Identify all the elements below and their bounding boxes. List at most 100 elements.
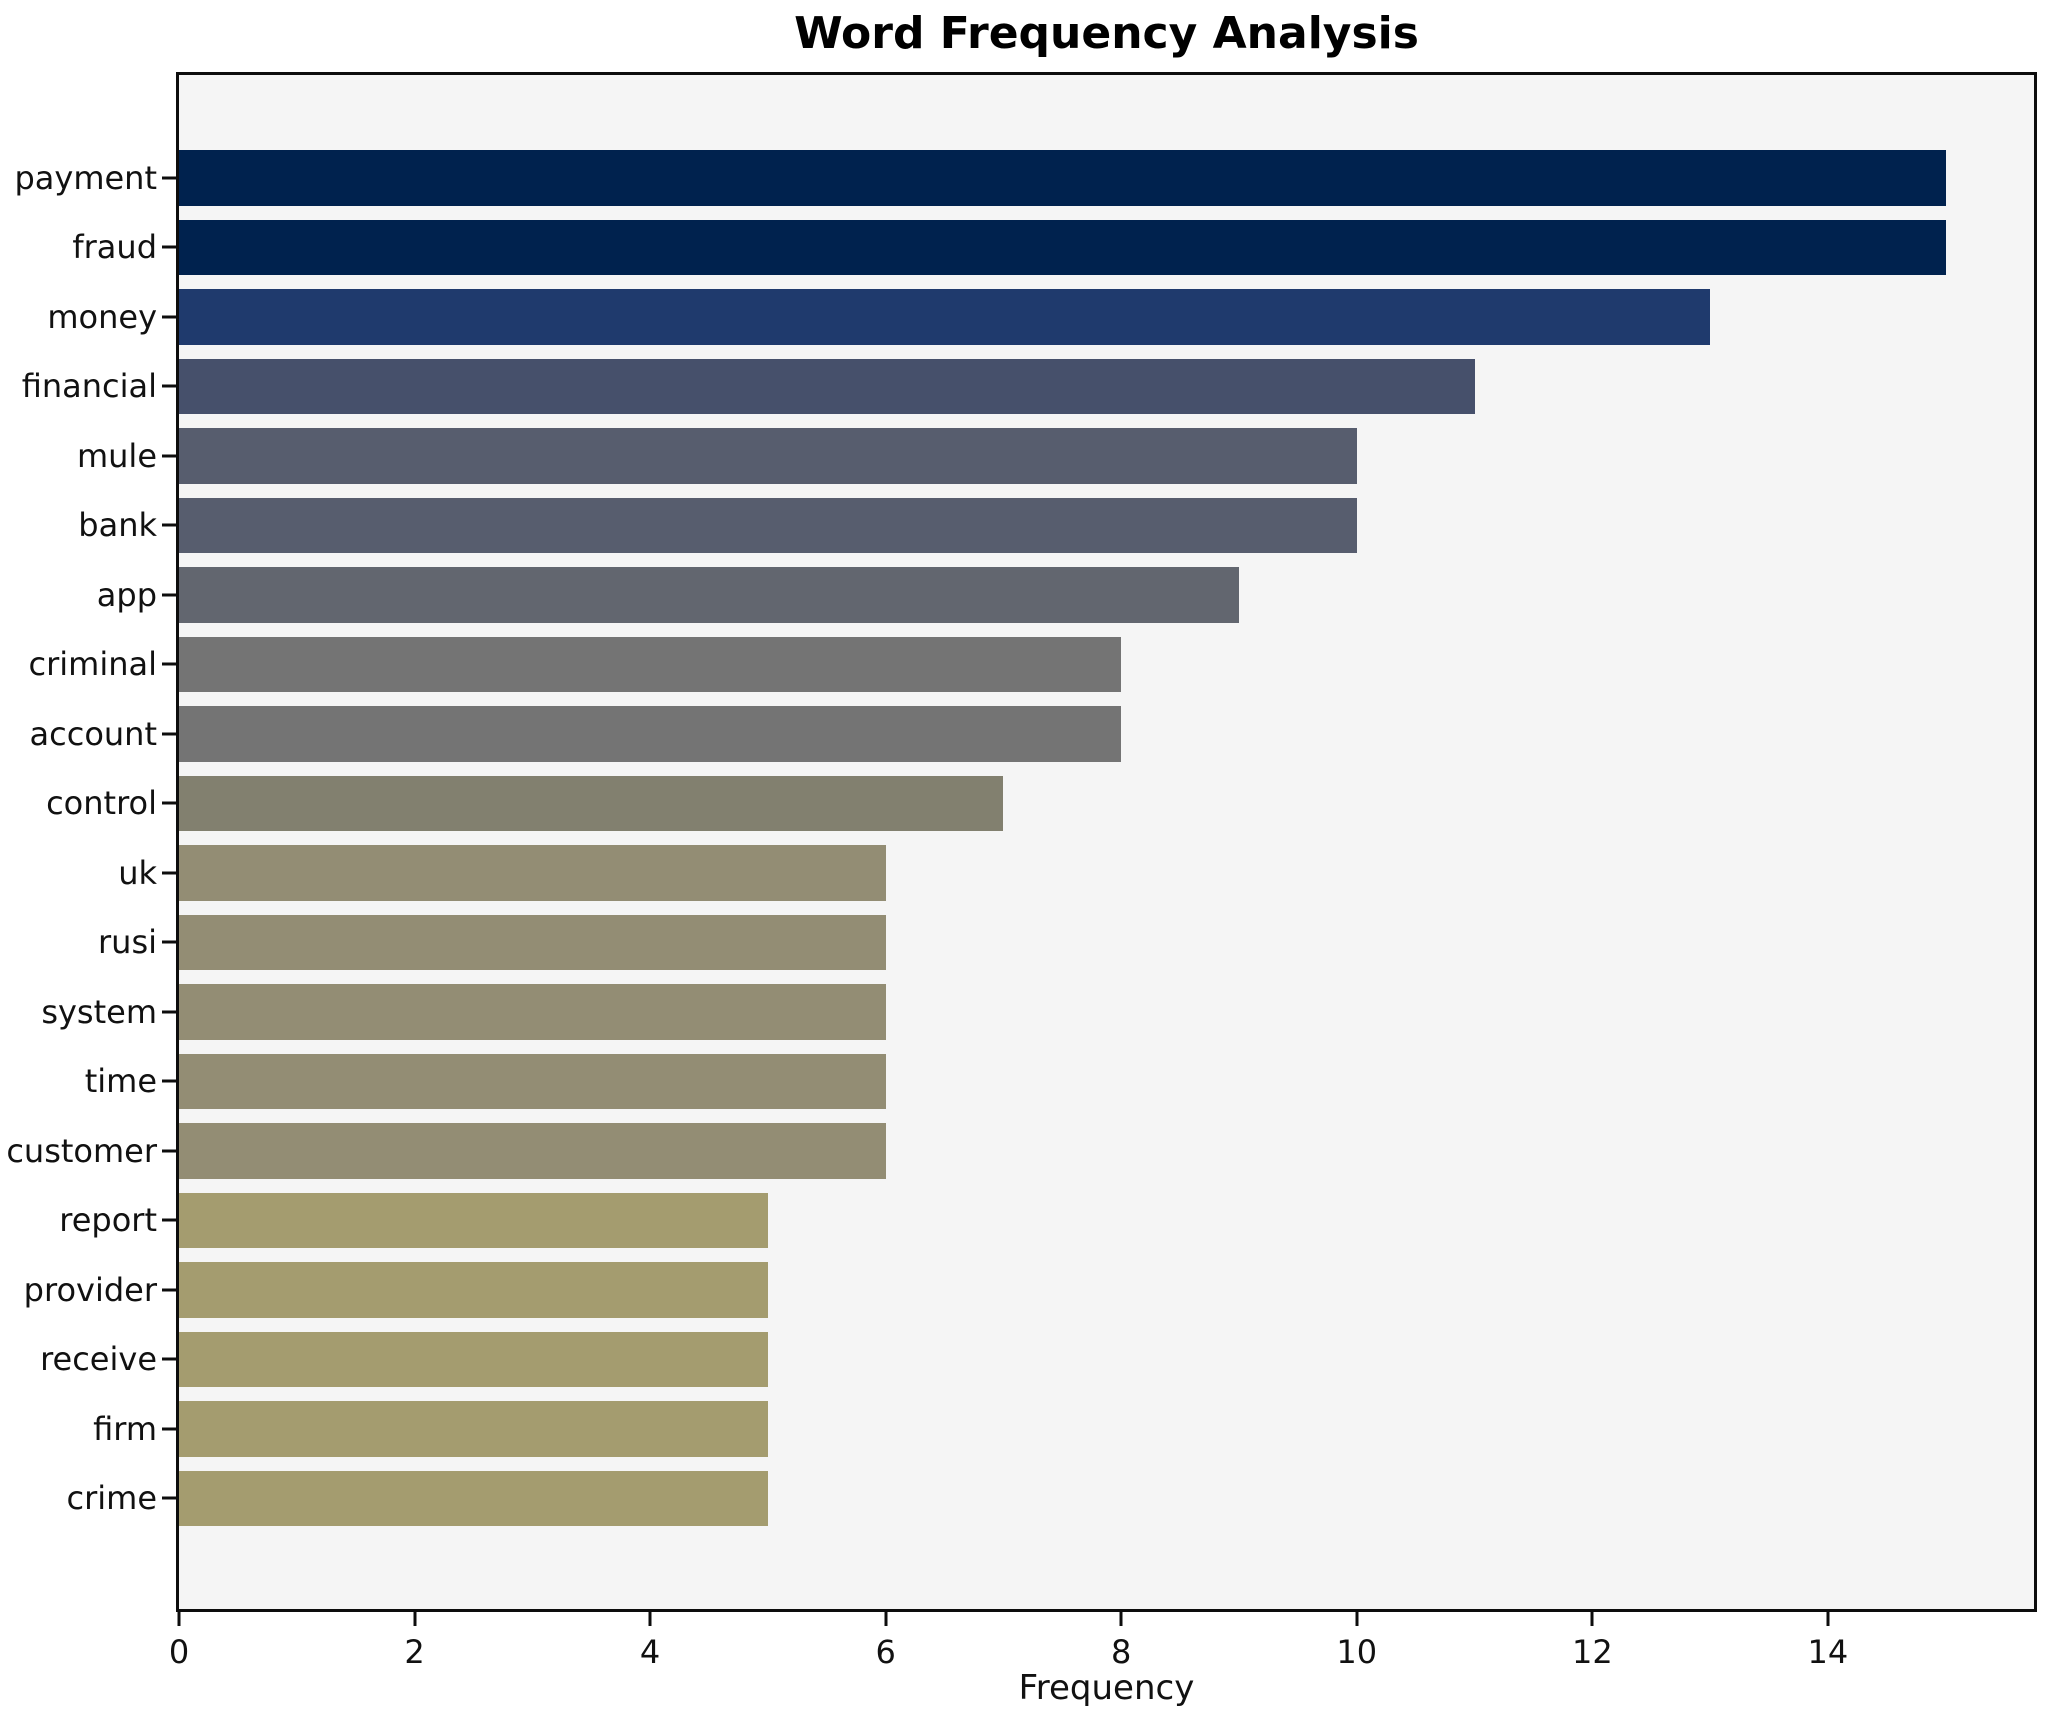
y-axis-label: account	[29, 714, 157, 753]
y-tick-mark	[162, 1357, 176, 1361]
y-axis-label: bank	[78, 506, 157, 545]
bar-row: money	[47, 282, 2034, 352]
y-tick-mark	[162, 593, 176, 597]
x-tick-label: 2	[404, 1633, 425, 1671]
y-axis-label: app	[96, 575, 157, 614]
y-tick-mark	[162, 176, 176, 180]
bar-app	[179, 567, 1239, 623]
chart-title: Word Frequency Analysis	[794, 8, 1419, 59]
x-axis-ticks: 0 2 4 6 8 10 12 14	[169, 75, 2034, 1671]
y-axis-label: control	[46, 784, 157, 823]
x-tick-label: 6	[875, 1633, 896, 1671]
bar-row: bank	[78, 491, 2034, 561]
bar-firm	[179, 1401, 768, 1457]
bar-row: app	[97, 560, 2034, 630]
bar-row: fraud	[72, 213, 2034, 283]
bar-uk	[179, 845, 886, 901]
y-tick-mark	[162, 454, 176, 458]
bar-customer	[179, 1123, 886, 1179]
x-tick-mark	[1119, 1612, 1123, 1626]
x-tick-label: 8	[1111, 1633, 1132, 1671]
y-axis-label: money	[47, 297, 157, 336]
y-axis-label: report	[59, 1201, 157, 1240]
y-tick-mark	[162, 1288, 176, 1292]
y-tick-mark	[162, 1079, 176, 1083]
x-tick-label: 4	[639, 1633, 661, 1671]
bar-time	[179, 1053, 886, 1109]
bar-row: uk	[118, 838, 2034, 908]
y-axis-label: provider	[23, 1270, 157, 1309]
y-tick-mark	[162, 801, 176, 805]
x-tick-mark	[413, 1612, 417, 1626]
y-axis-label: uk	[118, 853, 157, 892]
bar-financial	[179, 358, 1475, 414]
y-tick-mark	[162, 871, 176, 875]
y-tick-mark	[162, 662, 176, 666]
y-axis-label: criminal	[28, 645, 157, 684]
x-tick-label: 0	[168, 1633, 190, 1671]
bar-row: system	[41, 977, 2034, 1047]
bar-row: time	[85, 1047, 2034, 1117]
bar-payment	[179, 150, 1946, 206]
bar-row: payment	[14, 143, 2034, 213]
bar-receive	[179, 1331, 768, 1387]
bar-row: customer	[6, 1116, 2034, 1186]
y-tick-mark	[162, 245, 176, 249]
bar-rusi	[179, 914, 886, 970]
y-axis-label: crime	[66, 1479, 158, 1518]
x-tick-label: 14	[1807, 1633, 1849, 1671]
y-tick-mark	[162, 1218, 176, 1222]
y-tick-mark	[162, 1496, 176, 1500]
bar-money	[179, 289, 1711, 345]
y-axis-label: time	[84, 1062, 157, 1101]
bar-row: firm	[93, 1394, 2034, 1464]
y-tick-mark	[162, 315, 176, 319]
y-tick-mark	[162, 523, 176, 527]
bar-mule	[179, 428, 1357, 484]
bar-account	[179, 706, 1122, 762]
bar-row: report	[59, 1186, 2034, 1256]
y-tick-mark	[162, 732, 176, 736]
plot-area: payment fraud money financial mule bank app cri…	[6, 72, 2037, 1671]
y-tick-mark	[162, 1427, 176, 1431]
bar-row: provider	[24, 1255, 2034, 1325]
y-tick-mark	[162, 384, 176, 388]
x-tick-mark	[1590, 1612, 1594, 1626]
x-tick-mark	[1355, 1612, 1359, 1626]
bar-row: control	[46, 769, 2034, 839]
x-axis-label: Frequency	[1018, 1668, 1195, 1708]
y-axis-label: receive	[40, 1340, 157, 1379]
y-tick-mark	[162, 1149, 176, 1153]
y-axis-label: payment	[14, 158, 157, 197]
bar-row: criminal	[29, 630, 2034, 700]
bar-control	[179, 775, 1004, 831]
x-tick-label: 12	[1571, 1633, 1613, 1671]
bar-row: rusi	[98, 908, 2034, 978]
bar-row: crime	[67, 1464, 2034, 1534]
x-tick-mark	[177, 1612, 181, 1626]
bar-bank	[179, 497, 1357, 553]
bar-criminal	[179, 636, 1122, 692]
bar-crime	[179, 1470, 768, 1526]
bar-system	[179, 984, 886, 1040]
y-axis-label: firm	[93, 1409, 157, 1448]
y-axis-label: system	[41, 992, 157, 1031]
bar-row: account	[30, 699, 2034, 769]
x-tick-label: 10	[1336, 1633, 1378, 1671]
y-axis-label: rusi	[98, 923, 157, 962]
bar-report	[179, 1192, 768, 1248]
y-tick-mark	[162, 940, 176, 944]
bar-fraud	[179, 219, 1946, 275]
x-tick-mark	[1826, 1612, 1830, 1626]
x-tick-mark	[884, 1612, 888, 1626]
bar-row: receive	[40, 1325, 2034, 1395]
bars-region: payment fraud money financial mule bank app cri…	[6, 143, 2034, 1534]
x-tick-mark	[648, 1612, 652, 1626]
y-axis-label: customer	[6, 1131, 157, 1170]
y-tick-mark	[162, 1010, 176, 1014]
y-axis-label: fraud	[72, 228, 157, 267]
bar-provider	[179, 1262, 768, 1318]
y-axis-label: financial	[21, 367, 157, 406]
bar-row: financial	[22, 352, 2034, 422]
